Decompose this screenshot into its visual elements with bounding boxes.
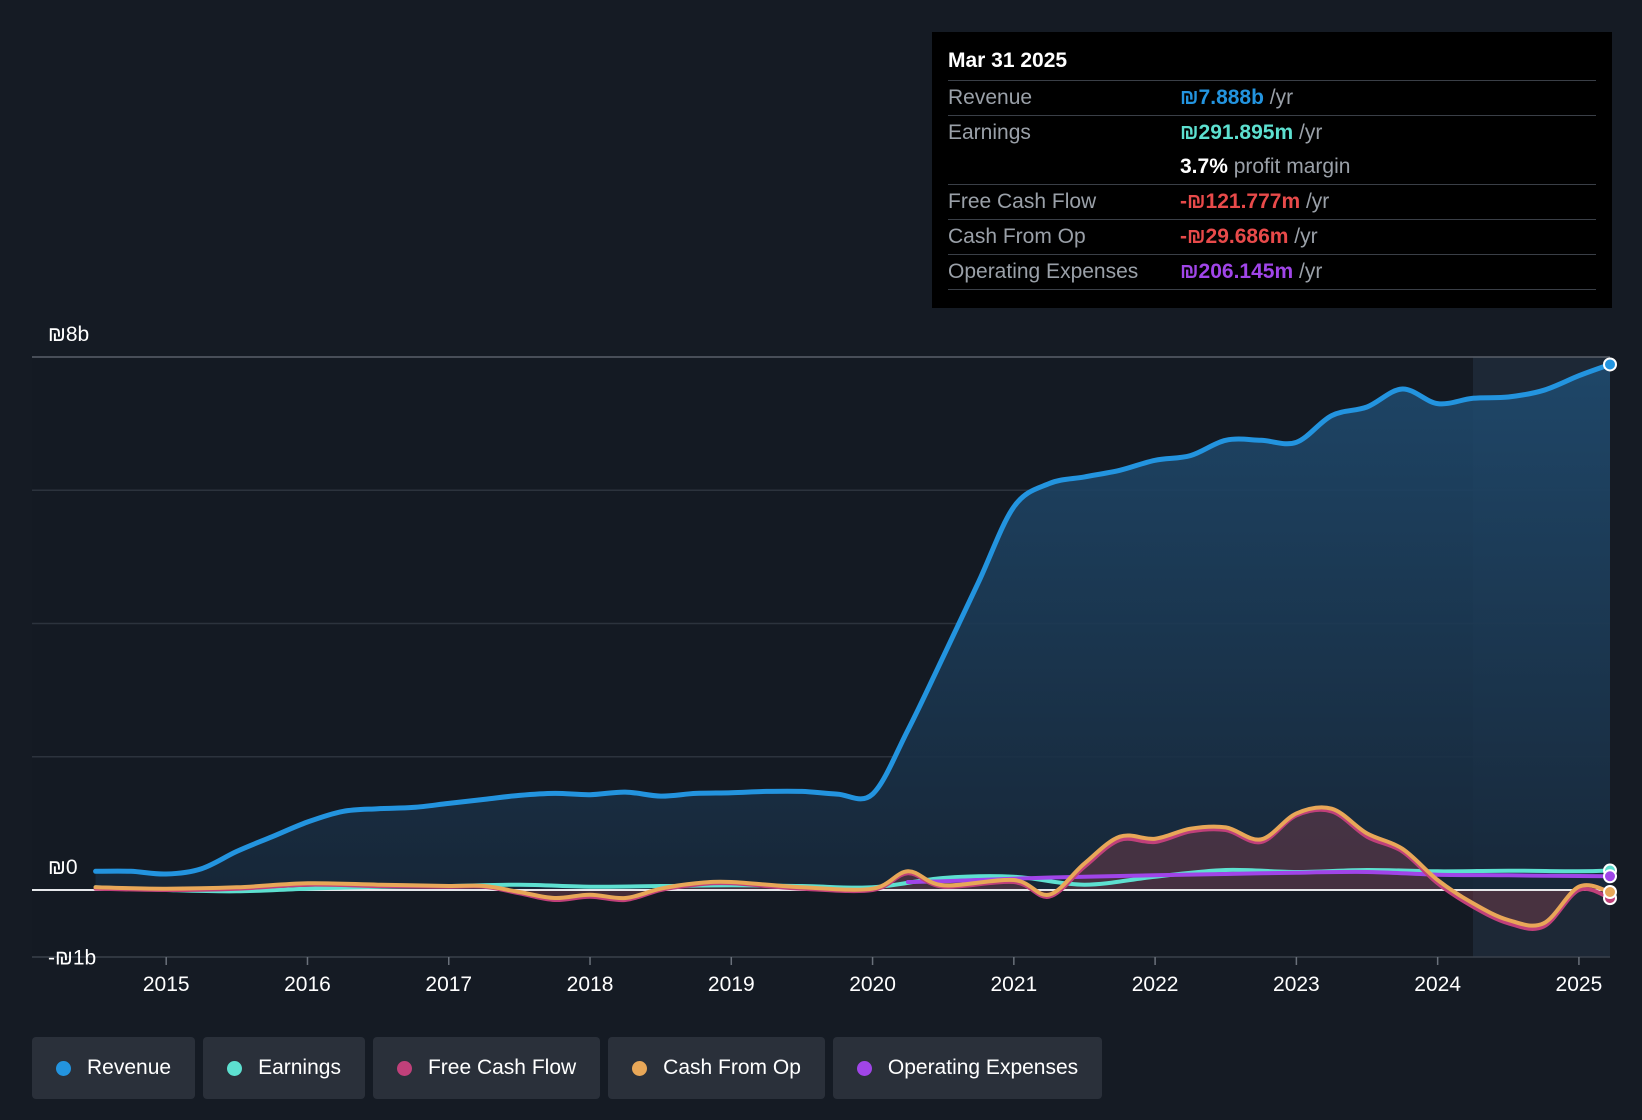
x-tick-label: 2020 xyxy=(849,973,896,996)
legend-item-earnings[interactable]: Earnings xyxy=(203,1037,365,1099)
tooltip-label: Revenue xyxy=(948,86,1033,109)
x-tick-label: 2015 xyxy=(143,973,190,996)
legend-dot-icon xyxy=(396,1060,412,1076)
tooltip-value: -₪29.686m xyxy=(1180,225,1289,248)
legend-dot-icon xyxy=(56,1060,71,1076)
legend: Revenue Earnings Free Cash Flow Cash From O… xyxy=(32,1037,1103,1099)
tooltip-value: ₪291.895m xyxy=(1180,121,1294,144)
tooltip-row-profit-margin: 3.7% profit margin xyxy=(948,150,1596,185)
legend-item-free-cash-flow[interactable]: Free Cash Flow xyxy=(372,1037,601,1099)
tooltip-label: Free Cash Flow xyxy=(948,190,1097,213)
legend-label: Operating Expenses xyxy=(887,1056,1079,1079)
y-label: ₪0 xyxy=(48,856,78,879)
legend-label: Revenue xyxy=(87,1056,172,1079)
y-label: ₪8b xyxy=(48,323,89,346)
legend-item-revenue[interactable]: Revenue xyxy=(32,1037,196,1099)
tooltip-label xyxy=(948,150,1180,184)
tooltip-label: Cash From Op xyxy=(948,225,1086,248)
legend-label: Free Cash Flow xyxy=(427,1056,577,1079)
tooltip-value: 3.7% xyxy=(1180,155,1228,178)
legend-item-cash-from-op[interactable]: Cash From Op xyxy=(608,1037,825,1099)
x-tick-label: 2019 xyxy=(708,973,755,996)
legend-item-operating-expenses[interactable]: Operating Expenses xyxy=(832,1037,1103,1099)
tooltip-unit: /yr xyxy=(1288,225,1318,248)
x-tick-label: 2017 xyxy=(425,973,472,996)
tooltip-row-operating-expenses: Operating Expenses ₪206.145m /yr xyxy=(948,255,1596,290)
revenue-end-marker xyxy=(1603,357,1617,372)
tooltip-label: Operating Expenses xyxy=(948,260,1139,283)
x-tick-label: 2023 xyxy=(1273,973,1320,996)
tooltip-date: Mar 31 2025 xyxy=(948,46,1596,81)
revenue-line xyxy=(93,362,1613,877)
legend-dot-icon xyxy=(227,1060,243,1076)
x-tick-label: 2016 xyxy=(284,973,331,996)
tooltip-row-cash-from-op: Cash From Op -₪29.686m /yr xyxy=(948,220,1596,255)
cash-from-op-end-marker xyxy=(1603,884,1617,899)
tooltip-value: ₪206.145m xyxy=(1180,260,1294,283)
tooltip-value: ₪7.888b xyxy=(1180,86,1264,109)
tooltip-unit: /yr xyxy=(1293,260,1323,283)
free-cash-flow-area xyxy=(95,809,1611,929)
tooltip-unit: /yr xyxy=(1293,121,1323,144)
x-tick-label: 2018 xyxy=(567,973,614,996)
x-tick-label: 2022 xyxy=(1132,973,1179,996)
x-tick-label: 2025 xyxy=(1556,973,1603,996)
tooltip-row-free-cash-flow: Free Cash Flow -₪121.777m /yr xyxy=(948,185,1596,220)
tooltip-unit: /yr xyxy=(1263,86,1294,109)
legend-label: Cash From Op xyxy=(663,1056,801,1079)
x-tick-label: 2024 xyxy=(1414,973,1461,996)
tooltip-row-earnings: Earnings ₪291.895m /yr xyxy=(948,116,1596,150)
tooltip: Mar 31 2025 Revenue ₪7.888b /yr Earnings ₪2… xyxy=(932,32,1612,308)
tooltip-unit: /yr xyxy=(1300,190,1330,213)
y-label: -₪1b xyxy=(48,947,96,970)
tooltip-label: Earnings xyxy=(948,121,1031,144)
tooltip-row-revenue: Revenue ₪7.888b /yr xyxy=(948,81,1596,116)
operating-expenses-end-marker xyxy=(1603,869,1617,884)
revenue-area xyxy=(95,364,1611,890)
cash-from-op-line xyxy=(93,805,1612,928)
legend-label: Earnings xyxy=(258,1056,341,1079)
tooltip-value: -₪121.777m xyxy=(1180,190,1301,213)
tooltip-unit: profit margin xyxy=(1227,155,1351,178)
x-tick-label: 2021 xyxy=(990,973,1037,996)
legend-dot-icon xyxy=(856,1060,872,1076)
legend-dot-icon xyxy=(632,1060,648,1076)
